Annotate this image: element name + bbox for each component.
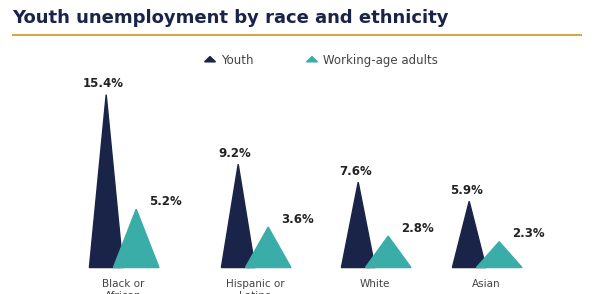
Text: Black or
African
American: Black or African American [98,279,148,294]
Text: 9.2%: 9.2% [219,147,251,160]
Text: Youth: Youth [221,54,253,67]
Text: Asian: Asian [472,279,500,289]
Text: Working-age adults: Working-age adults [323,54,437,67]
Text: 3.6%: 3.6% [281,213,314,226]
Text: 5.2%: 5.2% [149,195,182,208]
Text: 7.6%: 7.6% [339,165,371,178]
Text: 15.4%: 15.4% [83,77,124,90]
Text: 5.9%: 5.9% [450,184,482,197]
Text: 2.3%: 2.3% [512,227,545,240]
Text: White: White [360,279,390,289]
Text: Youth unemployment by race and ethnicity: Youth unemployment by race and ethnicity [12,9,449,27]
Text: Hispanic or
Latino: Hispanic or Latino [226,279,284,294]
Text: 2.8%: 2.8% [401,222,434,235]
